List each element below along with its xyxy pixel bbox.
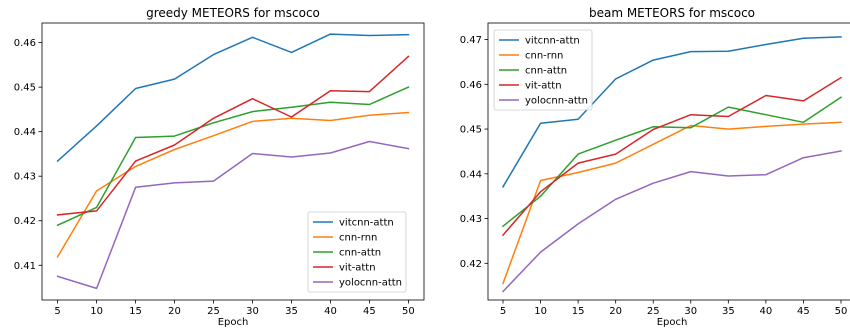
legend-label: yolocnn-attn — [339, 278, 402, 289]
x-tick-label: 45 — [797, 306, 810, 317]
y-tick-label: 0.46 — [460, 80, 482, 91]
legend-label: vit-attn — [339, 263, 376, 274]
series-line-cnn-attn — [501, 96, 843, 228]
legend-label: vitcnn-attn — [339, 218, 394, 229]
legend-box — [493, 29, 593, 111]
x-tick-label: 25 — [647, 306, 660, 317]
series-line-cnn-attn — [56, 86, 410, 227]
series-lines — [501, 36, 843, 293]
legend-box — [307, 211, 407, 293]
y-tick-label: 0.45 — [14, 83, 36, 94]
series-line-yolocnn-attn — [501, 150, 842, 293]
legend-label: vitcnn-attn — [525, 36, 580, 47]
x-tick-label: 35 — [285, 306, 298, 317]
x-tick-label: 30 — [246, 306, 259, 317]
x-tick-label: 40 — [760, 306, 773, 317]
plot-frame — [487, 22, 850, 301]
series-line-cnn-rnn — [56, 111, 410, 258]
x-tick-label: 50 — [835, 306, 848, 317]
y-tick-label: 0.42 — [14, 216, 36, 227]
legend-label: yolocnn-attn — [525, 96, 588, 107]
x-axis-label: Epoch — [218, 317, 249, 328]
y-tick-label: 0.43 — [14, 172, 36, 183]
y-tick-label: 0.46 — [14, 38, 36, 49]
chart-beam-meteors: beam METEORS for mscoco Epoch 5 10 15 20 25 3… — [460, 6, 850, 328]
x-tick-label: 15 — [572, 306, 585, 317]
x-tick-label: 45 — [363, 306, 376, 317]
chart-title: beam METEORS for mscoco — [589, 6, 755, 20]
x-axis-label: Epoch — [657, 317, 688, 328]
legend-label: vit-attn — [525, 81, 562, 92]
x-tick-label: 5 — [500, 306, 506, 317]
series-line-cnn-rnn — [502, 121, 842, 285]
x-tick-label: 15 — [129, 306, 142, 317]
x-tick-label: 50 — [402, 306, 415, 317]
x-tick-label: 25 — [207, 306, 220, 317]
y-tick-label: 0.47 — [460, 35, 482, 46]
y-tick-label: 0.42 — [460, 259, 482, 270]
legend-label: cnn-rnn — [339, 233, 377, 244]
y-tick-label: 0.41 — [14, 261, 36, 272]
x-tick-label: 10 — [534, 306, 547, 317]
y-tick-label: 0.45 — [460, 125, 482, 136]
y-tick-label: 0.44 — [460, 169, 482, 180]
x-tick-label: 20 — [168, 306, 181, 317]
series-line-yolocnn-attn — [56, 140, 410, 290]
y-tick-label: 0.44 — [14, 127, 36, 138]
series-line-vitcnn-attn — [56, 33, 410, 163]
chart-greedy-meteors: greedy METEORS for mscoco Epoch 5 10 15 20 2… — [14, 6, 425, 328]
x-tick-label: 5 — [54, 306, 60, 317]
chart-title: greedy METEORS for mscoco — [146, 6, 320, 20]
x-tick-label: 40 — [324, 306, 337, 317]
x-tick-label: 10 — [90, 306, 103, 317]
legend-label: cnn-attn — [525, 66, 567, 77]
legend-label: cnn-attn — [339, 248, 381, 259]
legend: vitcnn-attn cnn-rnn cnn-attn vit-attn yolocn… — [307, 211, 407, 293]
legend-label: cnn-rnn — [525, 51, 563, 62]
x-tick-label: 30 — [684, 306, 697, 317]
x-tick-label: 20 — [609, 306, 622, 317]
x-tick-label: 35 — [722, 306, 735, 317]
legend: vitcnn-attn cnn-rnn cnn-attn vit-attn yolocn… — [493, 29, 593, 111]
series-lines — [56, 33, 410, 290]
series-line-vit-attn — [501, 76, 843, 237]
plot-frame — [41, 22, 425, 301]
series-line-vit-attn — [56, 55, 410, 216]
series-line-vitcnn-attn — [501, 36, 842, 188]
y-tick-label: 0.43 — [460, 214, 482, 225]
